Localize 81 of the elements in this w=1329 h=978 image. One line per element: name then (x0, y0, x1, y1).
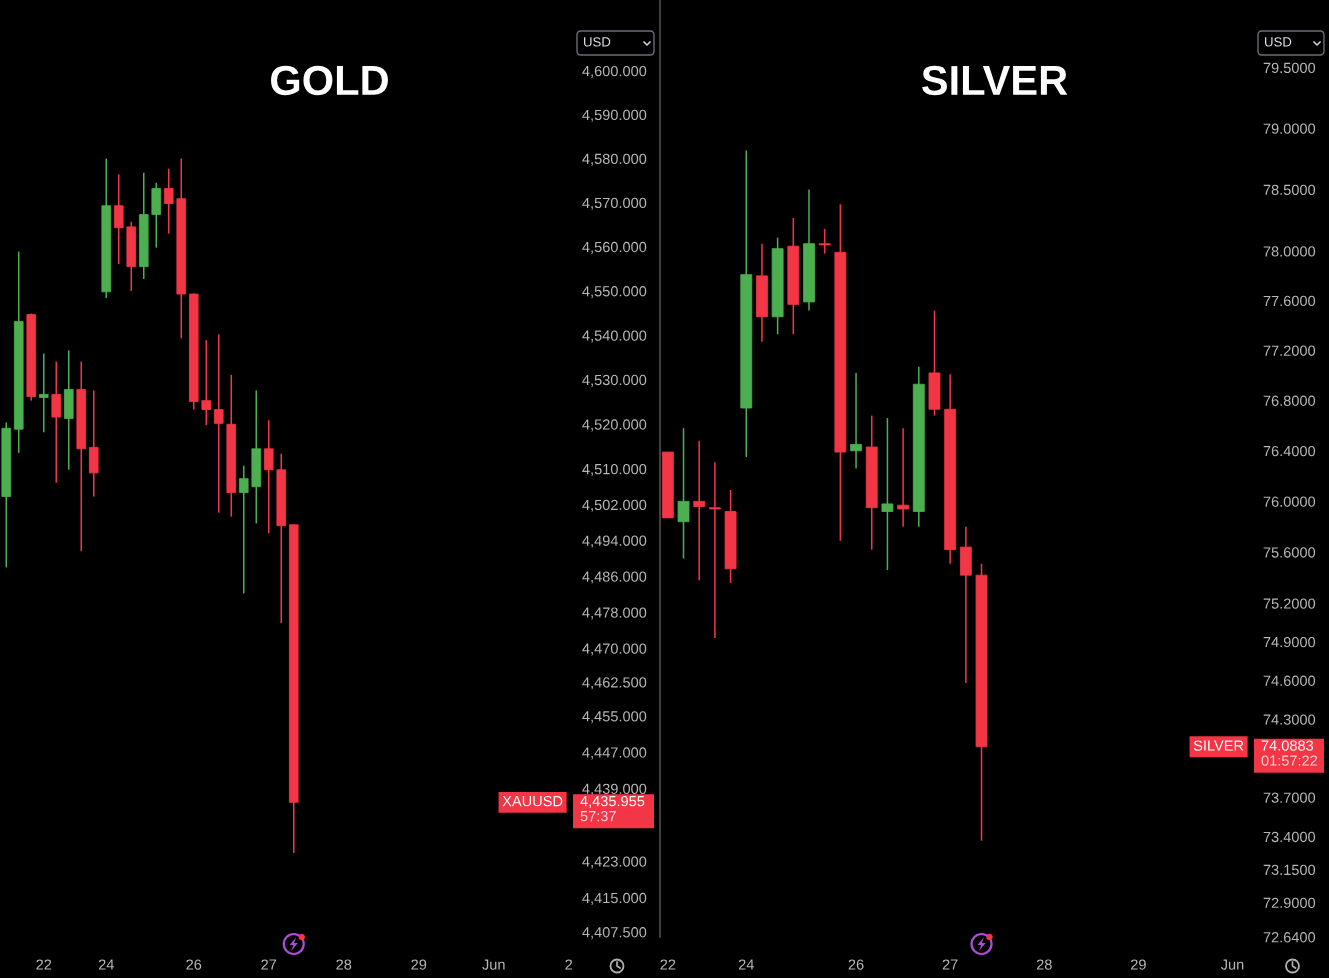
annotation: SILVER (1193, 740, 1244, 751)
candlestick (677, 427, 690, 560)
y-tick-label: 4,462.500 (582, 677, 647, 690)
y-tick-label: 76.4000 (1263, 445, 1316, 457)
y-tick-label: 73.1500 (1263, 864, 1316, 876)
candlestick (201, 339, 212, 426)
candlestick (38, 352, 49, 434)
y-tick-label: 74.9000 (1263, 636, 1316, 648)
candlestick (881, 417, 894, 571)
y-tick-label: 4,455.000 (582, 711, 647, 724)
y-tick-label: 78.0000 (1263, 246, 1316, 257)
y-tick-label: 4,439.000 (582, 783, 647, 796)
x-tick-label: 27 (261, 959, 277, 970)
x-tick-label: 27 (942, 959, 958, 970)
y-tick-label: 4,520.000 (582, 419, 647, 432)
candlestick (850, 372, 862, 470)
candlestick (113, 173, 124, 265)
y-tick-label: 73.4000 (1263, 831, 1316, 843)
candlestick (693, 439, 706, 582)
y-tick-label: 76.0000 (1263, 496, 1316, 507)
x-tick-label: Jun (1220, 959, 1244, 970)
y-tick-label: 4,502.000 (582, 499, 647, 512)
text: 74.0883 (1261, 740, 1314, 751)
x-tick-label: 28 (1036, 959, 1052, 970)
y-tick-label: 4,407.500 (582, 927, 647, 940)
y-tick-label: 77.2000 (1263, 345, 1316, 356)
text: SILVER (921, 65, 1068, 96)
y-tick-label: 4,580.000 (582, 153, 647, 166)
y-tick-label: 4,470.000 (582, 643, 647, 656)
y-tick-label: 4,560.000 (582, 241, 647, 254)
y-tick-label: 4,530.000 (582, 374, 647, 387)
text: 01:57:22 (1261, 755, 1318, 766)
x-tick-label: 24 (98, 959, 114, 970)
x-tick-label: 22 (36, 959, 52, 970)
y-tick-label: 4,486.000 (582, 571, 647, 584)
y-tick-label: 4,447.000 (582, 747, 647, 760)
y-tick-label: 75.6000 (1263, 547, 1316, 558)
y-tick-label: 4,570.000 (582, 197, 647, 210)
candlestick (51, 360, 62, 484)
x-tick-label: 28 (336, 959, 352, 970)
text: 57:37 (580, 810, 616, 822)
x-tick-label: Jun (482, 959, 505, 970)
x-tick-label: 26 (848, 959, 864, 970)
candlestick (818, 228, 831, 255)
candlestick (163, 167, 174, 235)
y-tick-label: 4,415.000 (582, 892, 647, 905)
candlestick (708, 461, 721, 639)
x-tick-label: 2 (565, 959, 573, 970)
x-tick-label: 24 (738, 959, 754, 970)
text: 4,435.955 (580, 795, 645, 808)
y-tick-label: 74.6000 (1263, 675, 1316, 686)
y-tick-label: 4,540.000 (582, 330, 647, 343)
y-tick-label: 72.9000 (1263, 897, 1316, 909)
text: USD (584, 37, 611, 47)
y-tick-label: 75.2000 (1263, 598, 1316, 609)
y-tick-label: 4,590.000 (582, 109, 647, 122)
y-tick-label: 72.6400 (1263, 932, 1316, 943)
y-tick-label: 4,478.000 (582, 607, 647, 620)
y-tick-label: 4,423.000 (582, 856, 647, 869)
y-tick-label: 76.8000 (1263, 395, 1316, 406)
candlestick (213, 333, 224, 514)
y-tick-label: 79.0000 (1263, 123, 1316, 134)
y-tick-label: 77.6000 (1263, 295, 1316, 307)
y-tick-label: 4,510.000 (582, 463, 647, 477)
y-tick-label: 73.7000 (1263, 792, 1316, 803)
text: GOLD (271, 65, 388, 96)
x-tick-label: 22 (660, 959, 676, 970)
y-tick-label: 4,494.000 (582, 535, 647, 548)
y-tick-label: 4,600.000 (582, 65, 647, 78)
y-tick-label: 78.5000 (1263, 184, 1316, 195)
x-tick-label: 29 (1130, 959, 1146, 970)
x-tick-label: 26 (186, 959, 202, 970)
y-tick-label: 74.3000 (1263, 714, 1316, 725)
candlestick (238, 464, 249, 595)
y-tick-label: 79.5000 (1263, 62, 1316, 74)
candlestick (263, 419, 274, 535)
annotation: XAUUSD (502, 795, 563, 807)
candlestick (897, 427, 910, 528)
y-tick-label: 4,550.000 (582, 286, 647, 299)
text: USD (1265, 37, 1292, 47)
x-tick-label: 29 (411, 959, 427, 970)
